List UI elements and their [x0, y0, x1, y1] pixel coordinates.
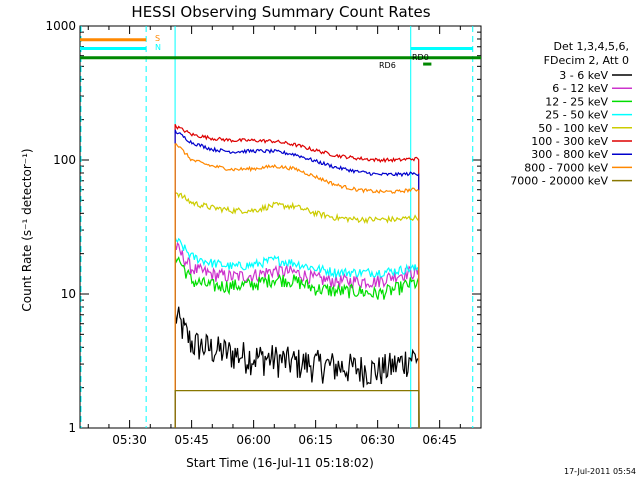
- legend-entry-label: 12 - 25 keV: [545, 95, 608, 108]
- y-tick-label: 1: [68, 421, 76, 435]
- series-line: [174, 129, 420, 429]
- legend-entry-label: 25 - 50 keV: [545, 109, 608, 122]
- series-group: [174, 124, 420, 429]
- rd-upper-label: RD0: [412, 53, 429, 62]
- series-line: [174, 237, 420, 429]
- orbit-bars: [80, 38, 481, 66]
- y-tick-label: 100: [53, 153, 76, 167]
- x-tick-label: 06:15: [298, 433, 333, 447]
- plot-frame: [79, 25, 482, 429]
- series-line: [174, 124, 420, 429]
- orbit-markers: [80, 26, 474, 428]
- legend-entry-label: 6 - 12 keV: [552, 82, 608, 95]
- series-line: [174, 192, 420, 429]
- series-line: [174, 390, 420, 429]
- axis-ticks: 05:30 05:45 06:00 06:15 06:30 06:45 1 10 100 1000: [45, 19, 481, 447]
- chart-title: HESSI Observing Summary Count Rates: [131, 3, 430, 21]
- y-tick-label: 10: [61, 287, 76, 301]
- y-axis-label: Count Rate (s⁻¹ detector⁻¹): [20, 148, 34, 311]
- rd-lower-label: RD6: [379, 61, 396, 70]
- legend-header-1: Det 1,3,4,5,6,: [553, 40, 629, 53]
- footer-timestamp: 17-Jul-2011 05:54: [564, 467, 636, 476]
- saa-label: S: [155, 34, 160, 43]
- y-tick-label: 1000: [45, 19, 76, 33]
- x-tick-label: 06:45: [422, 433, 457, 447]
- x-tick-label: 06:30: [360, 433, 395, 447]
- series-line: [174, 306, 420, 429]
- legend-entry-label: 7000 - 20000 keV: [510, 175, 608, 188]
- legend-entry-label: 100 - 300 keV: [531, 135, 608, 148]
- x-axis-label: Start Time (16-Jul-11 05:18:02): [186, 456, 374, 470]
- legend-entry-label: 50 - 100 keV: [538, 122, 608, 135]
- legend-entry-label: 800 - 7000 keV: [524, 161, 608, 174]
- x-tick-label: 06:00: [236, 433, 271, 447]
- x-tick-label: 05:30: [112, 433, 147, 447]
- x-tick-label: 05:45: [174, 433, 209, 447]
- series-line: [174, 241, 420, 429]
- legend-entry-label: 300 - 800 keV: [531, 148, 608, 161]
- series-line: [174, 256, 420, 429]
- night-label: N: [155, 43, 161, 52]
- series-line: [174, 143, 420, 429]
- legend-header-2: FDecim 2, Att 0: [544, 54, 629, 67]
- legend-entry-label: 3 - 6 keV: [559, 69, 608, 82]
